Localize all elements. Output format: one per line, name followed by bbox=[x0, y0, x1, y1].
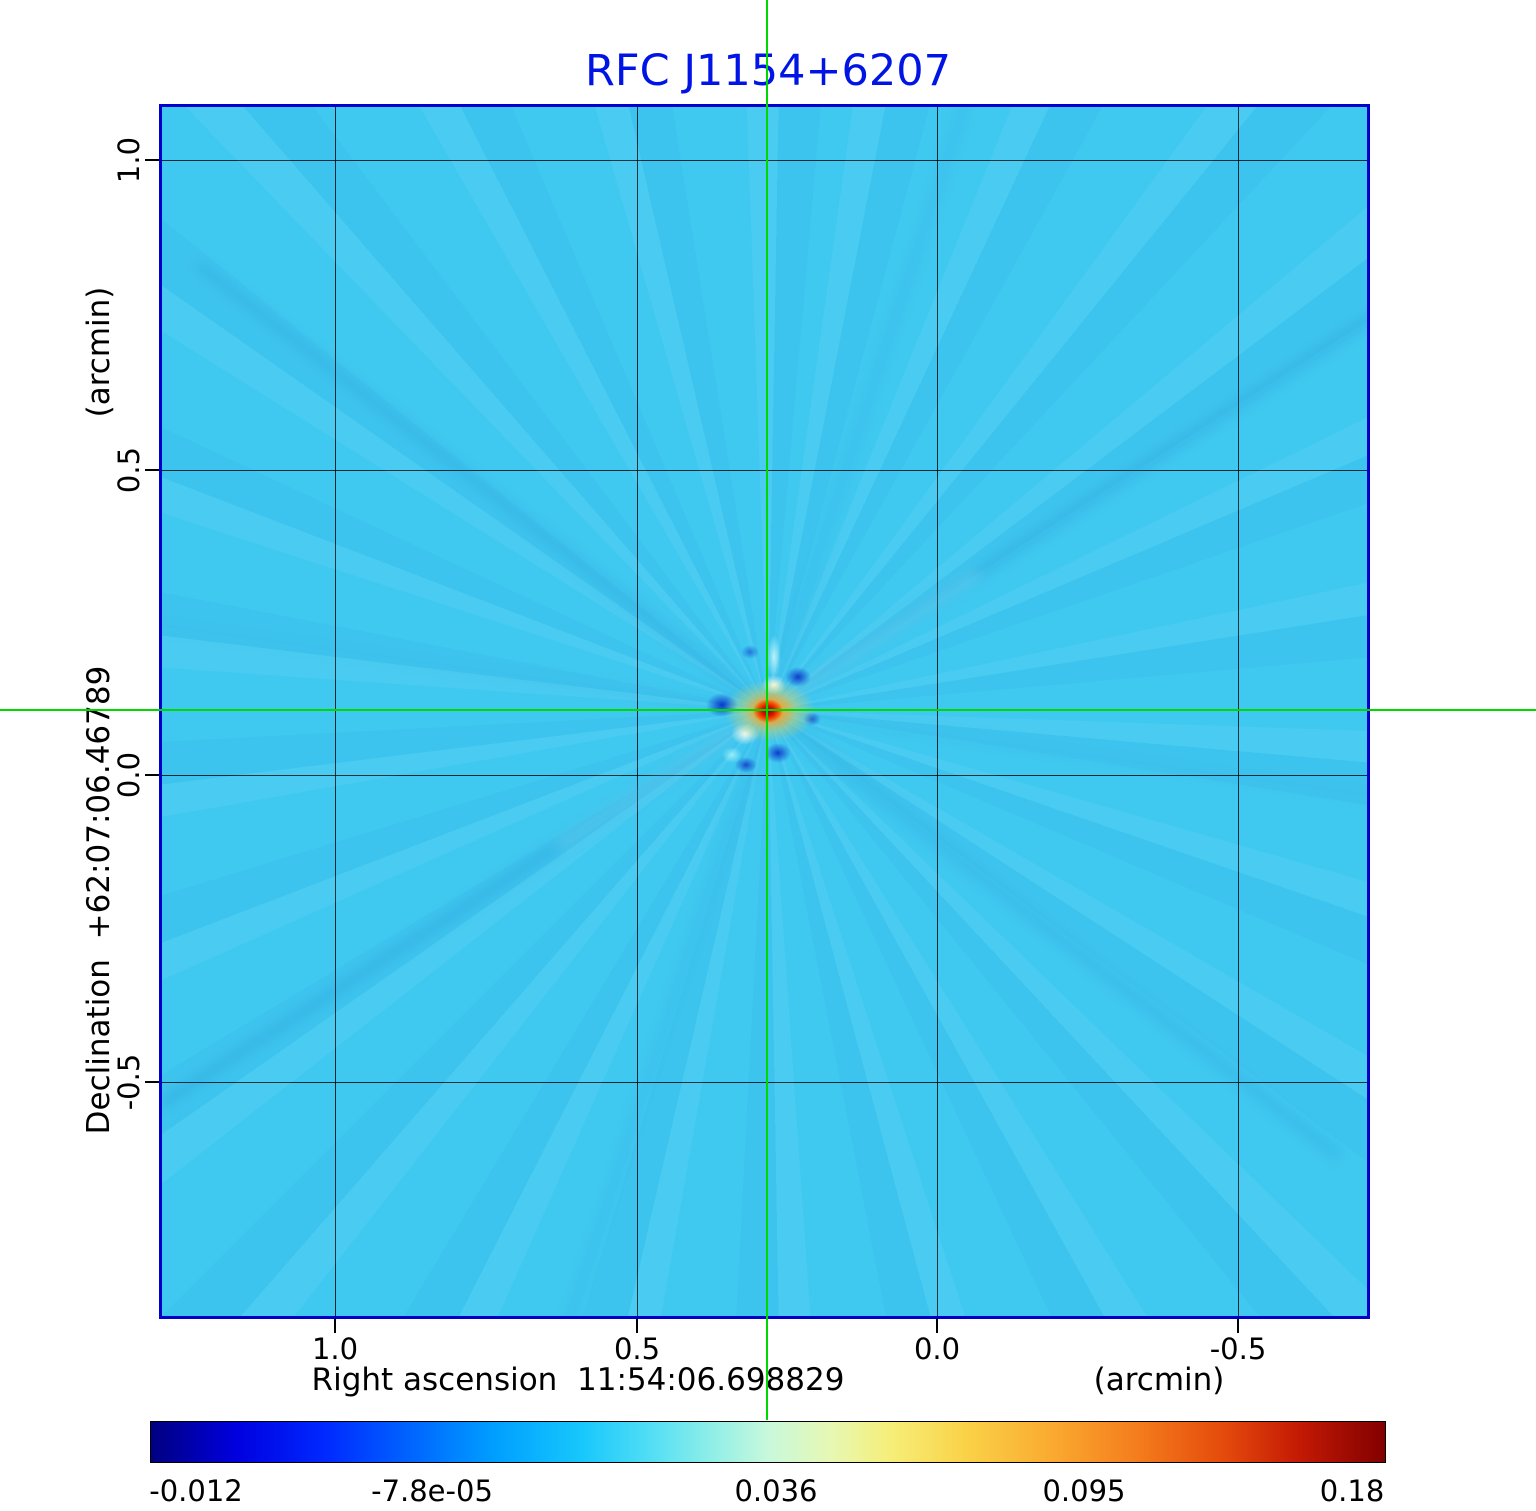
grid-line-vertical bbox=[937, 107, 938, 1316]
colorbar-tick-label: 0.036 bbox=[734, 1474, 818, 1508]
negative-sidelobe-blob bbox=[765, 743, 791, 763]
x-tick-mark bbox=[636, 1319, 638, 1333]
y-tick-mark bbox=[145, 159, 159, 161]
grid-line-vertical bbox=[335, 107, 336, 1316]
colorbar-gradient bbox=[150, 1421, 1386, 1463]
y-tick-label: 1.0 bbox=[112, 136, 146, 184]
y-tick-label: 0.5 bbox=[112, 446, 146, 494]
x-tick-label: 0.5 bbox=[613, 1332, 661, 1366]
x-tick-label: -0.5 bbox=[1209, 1332, 1267, 1366]
x-tick-label: 1.0 bbox=[311, 1332, 359, 1366]
x-tick-label: 0.0 bbox=[913, 1332, 961, 1366]
y-tick-mark bbox=[145, 774, 159, 776]
colorbar-tick-label: 0.095 bbox=[1042, 1474, 1126, 1508]
negative-sidelobe-blob bbox=[785, 667, 811, 687]
x-tick-mark bbox=[1237, 1319, 1239, 1333]
x-tick-mark bbox=[334, 1319, 336, 1333]
x-axis-label: Right ascension 11:54:06.698829 bbox=[311, 1362, 845, 1398]
colorbar-tick-label: 0.18 bbox=[1319, 1474, 1385, 1508]
x-tick-mark bbox=[936, 1319, 938, 1333]
y-tick-label: -0.5 bbox=[112, 1053, 146, 1111]
y-axis-label: Declination +62:07:06.46789 bbox=[81, 665, 117, 1135]
x-axis-unit: (arcmin) bbox=[1093, 1362, 1225, 1398]
y-tick-mark bbox=[145, 1081, 159, 1083]
image-panel bbox=[159, 104, 1370, 1319]
crosshair-horizontal bbox=[0, 709, 1536, 711]
y-tick-label: 0.0 bbox=[112, 751, 146, 799]
y-tick-mark bbox=[145, 469, 159, 471]
pale-sidelobe-blob bbox=[722, 747, 742, 763]
y-axis-unit: (arcmin) bbox=[81, 286, 117, 418]
negative-sidelobe-blob bbox=[741, 645, 759, 659]
plot-title: RFC J1154+6207 bbox=[585, 46, 951, 96]
grid-line-horizontal bbox=[162, 775, 1367, 776]
colorbar-tick-label: -0.012 bbox=[149, 1474, 243, 1508]
grid-line-vertical bbox=[637, 107, 638, 1316]
source-core bbox=[753, 699, 783, 723]
grid-line-horizontal bbox=[162, 160, 1367, 161]
negative-sidelobe-blob bbox=[735, 757, 757, 773]
grid-line-horizontal bbox=[162, 1082, 1367, 1083]
grid-line-horizontal bbox=[162, 470, 1367, 471]
grid-line-vertical bbox=[1238, 107, 1239, 1316]
pale-sidelobe-blob bbox=[767, 635, 781, 679]
colorbar-tick-label: -7.8e-05 bbox=[371, 1474, 493, 1508]
